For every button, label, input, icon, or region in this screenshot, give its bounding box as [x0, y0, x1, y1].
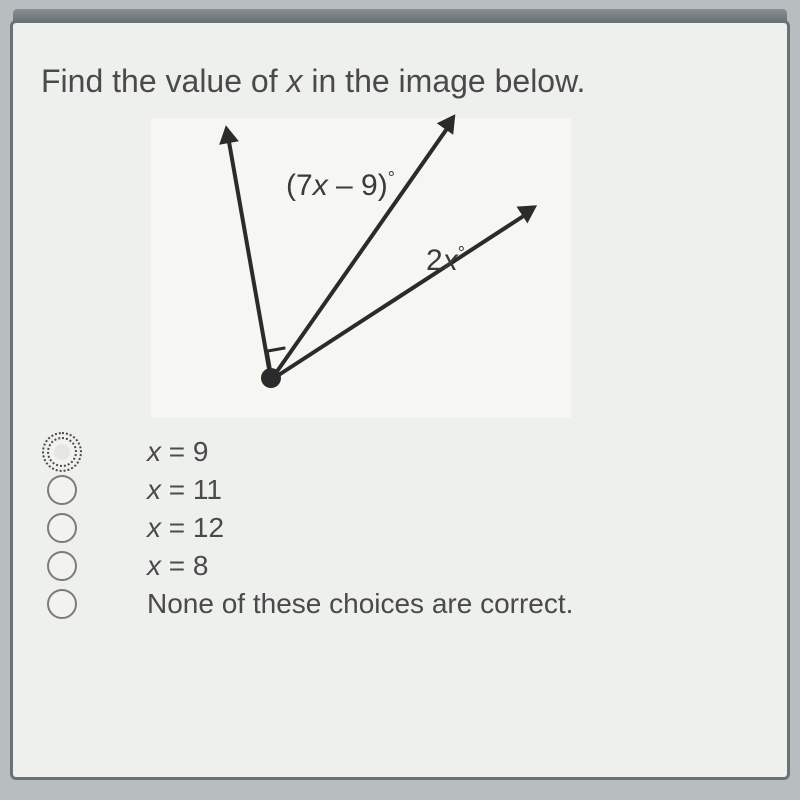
vertex-point: [261, 368, 281, 388]
ray: [269, 125, 450, 381]
arrowhead-icon: [437, 108, 464, 134]
choice-row[interactable]: x = 12: [47, 512, 759, 544]
question-var: x: [286, 63, 302, 99]
choice-label: None of these choices are correct.: [147, 588, 573, 620]
angle-label-1: 2x°: [426, 243, 465, 278]
radio-option-2[interactable]: [47, 513, 77, 543]
choice-row[interactable]: x = 8: [47, 550, 759, 582]
choice-row[interactable]: x = 9: [47, 436, 759, 468]
question-prefix: Find the value of: [41, 63, 286, 99]
choice-row[interactable]: x = 11: [47, 474, 759, 506]
ray: [270, 212, 528, 381]
arrowhead-icon: [217, 123, 240, 144]
choice-row[interactable]: None of these choices are correct.: [47, 588, 759, 620]
choice-label: x = 11: [147, 474, 222, 506]
ray: [226, 138, 272, 380]
choice-label: x = 9: [147, 436, 208, 468]
choice-label: x = 8: [147, 550, 208, 582]
answer-choices: x = 9 x = 11 x = 12 x = 8 None of these choi…: [47, 436, 759, 620]
quiz-panel: Find the value of x in the image below. …: [10, 20, 790, 780]
angle-label-0: (7x – 9)°: [286, 168, 395, 203]
right-angle-marker: [265, 346, 288, 369]
radio-option-0[interactable]: [47, 437, 77, 467]
question-text: Find the value of x in the image below.: [41, 63, 759, 100]
question-suffix: in the image below.: [302, 63, 585, 99]
angle-diagram: (7x – 9)° 2x°: [151, 118, 571, 418]
radio-option-1[interactable]: [47, 475, 77, 505]
choice-label: x = 12: [147, 512, 224, 544]
radio-option-4[interactable]: [47, 589, 77, 619]
radio-option-3[interactable]: [47, 551, 77, 581]
